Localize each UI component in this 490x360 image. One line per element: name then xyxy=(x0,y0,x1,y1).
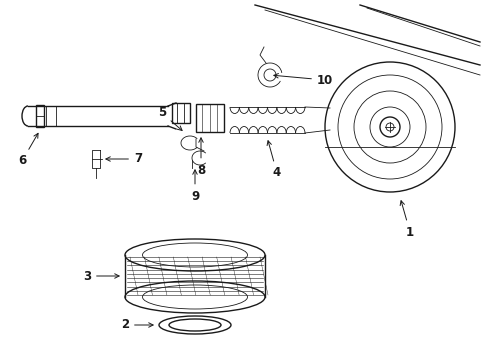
Text: 4: 4 xyxy=(267,141,281,180)
Text: 2: 2 xyxy=(121,319,153,332)
Bar xyxy=(196,104,224,132)
Text: 9: 9 xyxy=(191,170,199,202)
Text: 7: 7 xyxy=(106,153,142,166)
Text: 6: 6 xyxy=(18,133,38,167)
Bar xyxy=(36,105,44,127)
Text: 10: 10 xyxy=(274,73,333,86)
Text: 5: 5 xyxy=(158,107,182,130)
Text: 3: 3 xyxy=(83,270,119,283)
Bar xyxy=(172,103,190,123)
Text: 8: 8 xyxy=(197,138,205,176)
Text: 1: 1 xyxy=(400,201,414,238)
